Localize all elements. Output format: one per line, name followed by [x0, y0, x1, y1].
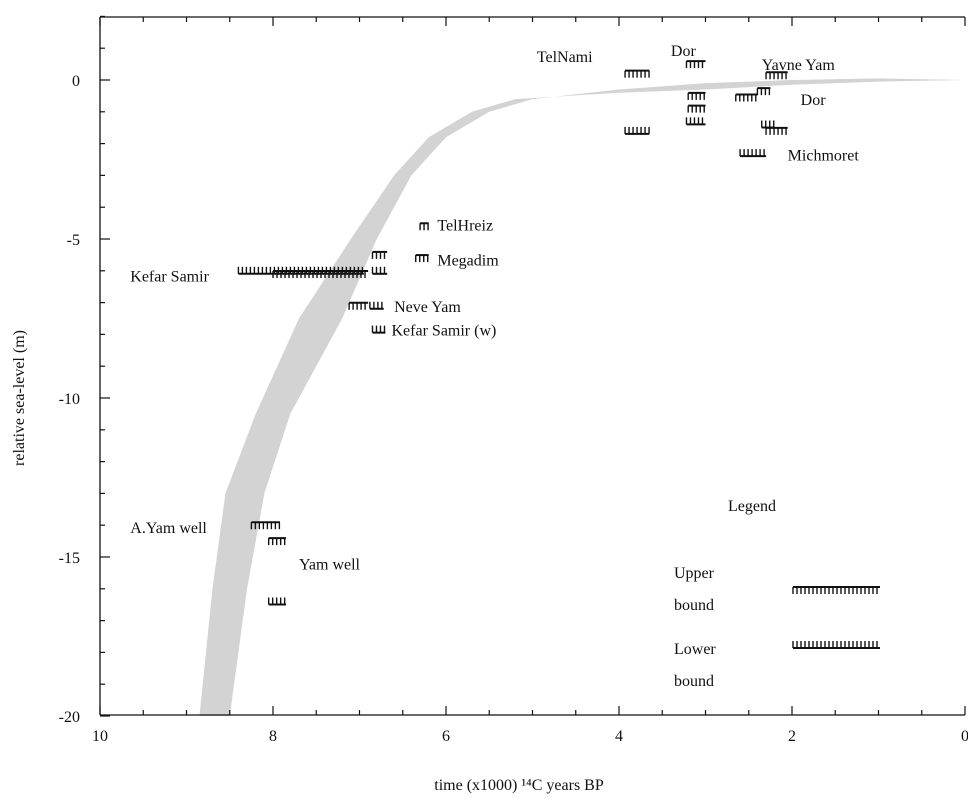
- site-labels-layer: TelNami Dor Yavne Yam Dor Michmoret TelHreiz M…: [130, 43, 859, 574]
- lower-bound-marker: [371, 325, 386, 334]
- site-label: Kefar Samir: [130, 269, 209, 286]
- upper-bound-marker: [735, 93, 758, 102]
- upper-bound-marker: [371, 250, 388, 259]
- sea-level-envelope-layer: [199, 78, 966, 716]
- site-label: Dor: [671, 43, 697, 60]
- x-tick-label: 10: [92, 728, 108, 745]
- upper-bound-marker: [756, 87, 771, 96]
- x-tick-label: 4: [615, 728, 623, 745]
- upper-bound-marker: [250, 521, 281, 530]
- upper-bound-marker: [687, 91, 706, 100]
- upper-bound-marker: [765, 71, 788, 80]
- lower-bound-marker: [369, 301, 384, 310]
- upper-bound-marker: [624, 69, 650, 78]
- upper-bound-marker: [687, 104, 706, 113]
- legend: Legend Upper bound Lower bound: [674, 498, 880, 690]
- y-tick-label: -20: [59, 709, 80, 726]
- lower-bound-marker: [624, 126, 650, 135]
- x-axis-title: time (x1000) ¹⁴C years BP: [434, 777, 604, 794]
- legend-upper-comb: [792, 586, 880, 594]
- legend-upper-label-1: Upper: [674, 565, 715, 582]
- x-tick-label: 6: [442, 728, 450, 745]
- site-label: Yam well: [299, 556, 361, 573]
- site-label: A.Yam well: [130, 520, 207, 537]
- upper-bound-marker: [419, 222, 429, 231]
- legend-upper-bound-swatch: [792, 586, 880, 594]
- site-label: Dor: [801, 92, 827, 109]
- site-label: Kefar Samir (w): [392, 323, 497, 340]
- lower-bound-marker: [237, 266, 364, 275]
- markers-layer: [237, 60, 788, 606]
- upper-bound-marker: [765, 126, 788, 135]
- site-label: TelHreiz: [437, 218, 493, 235]
- x-tick-label: 2: [788, 728, 796, 745]
- legend-upper-label-2: bound: [674, 597, 714, 614]
- legend-lower-label-2: bound: [674, 673, 714, 690]
- y-tick-label: 0: [72, 73, 80, 90]
- sea-level-envelope: [199, 78, 966, 716]
- legend-title: Legend: [728, 498, 776, 515]
- upper-bound-marker: [267, 537, 286, 546]
- lower-bound-marker: [267, 597, 286, 606]
- site-label: Neve Yam: [394, 299, 461, 316]
- x-tick-label: 8: [269, 728, 277, 745]
- y-tick-label: -15: [59, 550, 80, 567]
- lower-bound-marker: [685, 117, 706, 126]
- legend-lower-label-1: Lower: [674, 641, 716, 658]
- site-label: TelNami: [537, 49, 593, 66]
- y-tick-label: -10: [59, 391, 80, 408]
- axes-layer: 10 8 6 4 2 0 0 -5 -10 -15 -20: [59, 15, 968, 745]
- site-label: Michmoret: [788, 148, 860, 165]
- legend-lower-bound-swatch: [792, 641, 880, 649]
- lower-bound-marker: [761, 120, 775, 129]
- legend-lower-comb: [792, 641, 880, 649]
- y-axis-title: relative sea-level (m): [11, 330, 28, 466]
- upper-bound-marker: [415, 254, 429, 263]
- y-tick-label: -5: [67, 232, 80, 249]
- lower-bound-marker: [371, 266, 388, 275]
- lower-bound-marker: [739, 149, 767, 158]
- upper-bound-marker: [348, 301, 369, 310]
- upper-bound-marker: [685, 60, 706, 69]
- x-tick-label: 0: [961, 728, 968, 745]
- site-label: Megadim: [437, 253, 499, 270]
- site-label: Yavne Yam: [762, 57, 836, 74]
